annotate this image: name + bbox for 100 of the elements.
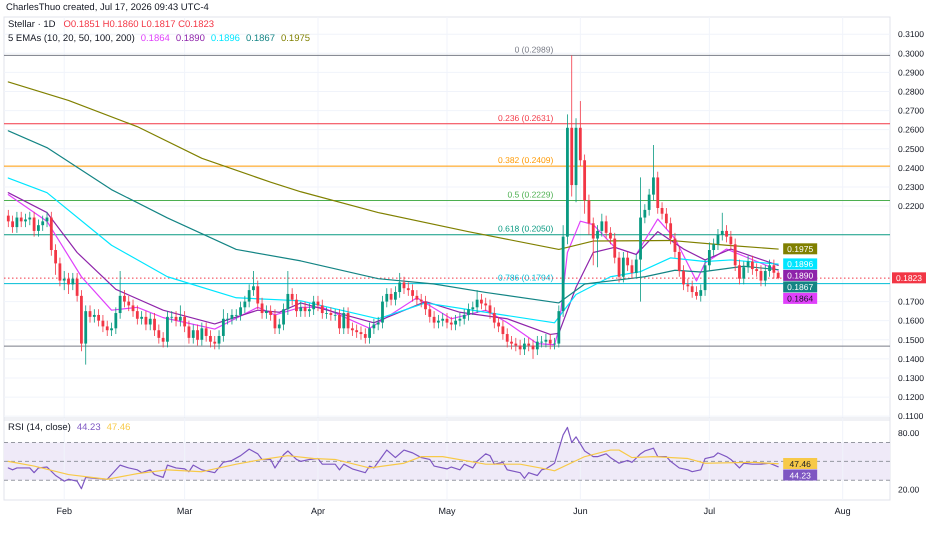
candlestick	[274, 308, 276, 334]
candlestick	[308, 303, 311, 318]
candlestick	[394, 286, 397, 306]
ref-line-label: 0.786 (0.1794)	[498, 272, 554, 283]
candlestick	[6, 210, 10, 228]
y-tick-label: 80.00	[898, 428, 920, 438]
candlestick	[157, 324, 160, 344]
candlestick	[196, 324, 199, 346]
text: 0.1890	[176, 33, 205, 44]
candlestick	[243, 295, 246, 314]
ref-line-label: 0.618 (0.2050)	[498, 224, 554, 234]
y-tick-label: 0.2800	[898, 86, 924, 96]
candlestick	[28, 211, 32, 226]
candlestick	[174, 310, 178, 327]
y-tick-label: 0.2200	[898, 201, 924, 212]
y-tick-label: 0.2300	[898, 182, 924, 192]
data-label: 47.46	[790, 458, 812, 469]
candlestick	[622, 252, 625, 283]
candlestick	[540, 336, 544, 348]
x-tick-label: Aug	[834, 506, 851, 516]
candlestick	[114, 306, 118, 334]
candlestick	[424, 295, 427, 316]
x-tick-label: May	[438, 506, 456, 516]
candlestick	[553, 337, 556, 350]
candlestick	[502, 320, 504, 340]
candlestick	[144, 310, 148, 331]
line-series	[8, 449, 779, 480]
candlestick	[480, 294, 483, 310]
ref-line-label: 0.5 (0.2229)	[507, 190, 554, 200]
candlestick	[132, 299, 134, 318]
candlestick	[153, 312, 156, 336]
candlestick	[484, 297, 488, 312]
candlestick	[364, 328, 367, 344]
candlestick	[497, 316, 500, 333]
candlestick	[768, 259, 771, 278]
candlestick	[88, 305, 92, 323]
candlestick	[32, 211, 36, 238]
candlestick	[634, 253, 638, 280]
text: 0.1896	[210, 33, 240, 44]
y-tick-label: 0.3100	[898, 29, 924, 40]
ref-line-label: 0.1823	[896, 273, 922, 284]
y-tick-label: 0.1200	[898, 392, 924, 402]
candlestick	[674, 232, 676, 258]
candlestick	[118, 270, 122, 320]
x-tick-label: Jul	[704, 506, 716, 516]
candlestick	[329, 306, 332, 322]
candlestick	[304, 301, 306, 318]
candlestick	[476, 290, 479, 314]
candlestick	[136, 305, 139, 325]
candlestick	[729, 230, 732, 250]
candlestick	[127, 295, 130, 312]
y-tick-label: 0.1100	[898, 411, 924, 422]
candlestick	[282, 303, 285, 331]
candlestick	[725, 224, 728, 243]
line-series	[8, 177, 779, 324]
candlestick	[588, 194, 590, 236]
candlestick	[278, 318, 281, 334]
candlestick	[264, 305, 268, 320]
candlestick	[488, 299, 492, 320]
y-tick-label: 0.2600	[898, 124, 924, 135]
candlestick	[523, 337, 526, 356]
data-label: 44.23	[790, 470, 812, 480]
candlestick	[532, 339, 534, 360]
candlestick	[648, 188, 651, 216]
candlestick	[325, 306, 328, 320]
chart-title: Stellar · 1D	[8, 19, 56, 30]
candlestick	[239, 301, 242, 322]
candlestick	[368, 322, 371, 344]
text: CharlesThuo created, Jul 17, 2026 09:43 UTC-4	[6, 2, 209, 13]
x-tick-label: Jun	[573, 506, 588, 516]
candlestick	[699, 284, 702, 302]
y-tick-label: 20.00	[898, 484, 920, 495]
y-tick-label: 0.3000	[898, 48, 924, 58]
data-label: 0.1864	[787, 294, 814, 304]
candlestick	[123, 290, 126, 308]
candlestick	[652, 144, 655, 201]
y-tick-label: 0.2900	[898, 67, 924, 78]
y-tick-label: 0.2700	[898, 106, 924, 116]
candlestick	[213, 336, 216, 350]
data-label: 0.1896	[787, 259, 814, 270]
candlestick	[746, 255, 750, 274]
candlestick	[446, 312, 448, 329]
candlestick	[342, 306, 346, 334]
line-series	[8, 81, 779, 250]
x-tick-label: Apr	[310, 506, 325, 516]
data-label: 0.1975	[787, 244, 814, 254]
text: 47.46	[106, 422, 130, 433]
candlestick	[372, 318, 376, 334]
candlestick	[71, 272, 74, 291]
legend-title: 5 EMAs (10, 20, 50, 100, 200)	[8, 33, 135, 44]
candlestick	[462, 308, 466, 325]
candlestick	[316, 295, 320, 312]
y-tick-label: 0.1300	[898, 372, 924, 383]
ref-line-label: 0 (0.2989)	[514, 44, 554, 54]
candlestick	[742, 261, 746, 285]
y-tick-label: 0.1500	[898, 334, 924, 345]
candlestick	[376, 316, 380, 331]
candlestick	[183, 310, 186, 333]
candlestick	[295, 294, 298, 318]
candlestick	[708, 242, 711, 272]
